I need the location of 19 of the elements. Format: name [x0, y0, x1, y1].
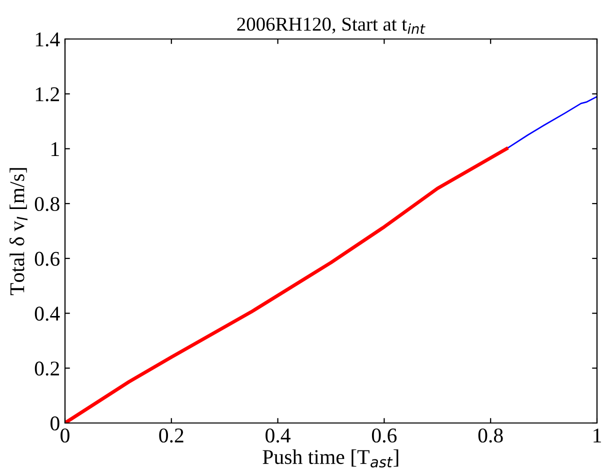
y-tick-label: 0.8 [34, 196, 60, 212]
x-tick-label: 0 [60, 428, 70, 443]
x-tick-label: 0.4 [266, 428, 290, 443]
line-series [506, 96, 597, 150]
y-axis-title: Total δ v$_{I}$ [m/s] [10, 168, 28, 296]
x-axis-title: Push time [T$_{ast}$] [262, 449, 398, 468]
chart-title: 2006RH120, Start at t$_{int}$ [237, 18, 426, 34]
x-tick-label: 1 [594, 428, 601, 442]
y-tick-label: 0.2 [34, 362, 59, 376]
y-tick-label: 1.2 [36, 87, 59, 102]
y-tick-label: 1.4 [36, 32, 60, 47]
x-tick-label: 0.6 [372, 428, 397, 443]
line-series [65, 146, 508, 423]
y-tick-label: 0 [50, 416, 60, 430]
x-tick-label: 0.8 [478, 428, 503, 443]
y-tick-label: 1 [52, 142, 59, 156]
y-tick-label: 0.4 [34, 306, 60, 321]
y-tick-label: 0.6 [34, 252, 60, 266]
x-tick-label: 0.2 [159, 428, 184, 443]
